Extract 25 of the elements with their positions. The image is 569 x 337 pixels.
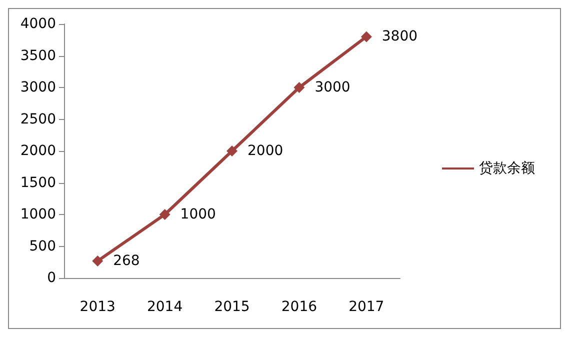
- data-label: 2000: [248, 143, 284, 159]
- x-tick-label: 2014: [146, 299, 183, 315]
- data-label: 1000: [180, 206, 216, 222]
- point: [294, 82, 305, 93]
- x-tick-label: 2016: [281, 299, 318, 315]
- y-tick-label: 2500: [20, 111, 56, 128]
- point: [360, 31, 372, 42]
- x-tick-label: 2017: [348, 299, 384, 315]
- data-label: 268: [113, 252, 140, 269]
- data-label: 3800: [382, 28, 418, 45]
- legend-label: 贷款余额: [479, 160, 535, 176]
- data-label: 3000: [314, 80, 350, 96]
- y-tick-label: 3000: [20, 80, 56, 96]
- point: [92, 255, 104, 266]
- y-tick-label: 0: [47, 270, 56, 286]
- point: [159, 209, 170, 220]
- point: [226, 146, 238, 156]
- x-tick-label: 2015: [214, 299, 250, 315]
- y-tick-label: 1000: [20, 206, 56, 222]
- y-tick-label: 1500: [20, 174, 56, 191]
- y-tick-label: 3500: [20, 48, 56, 64]
- y-tick-label: 500: [29, 238, 56, 254]
- y-tick-label: 2000: [20, 143, 56, 159]
- y-tick-label: 4000: [20, 16, 56, 32]
- x-tick-label: 2013: [80, 299, 116, 315]
